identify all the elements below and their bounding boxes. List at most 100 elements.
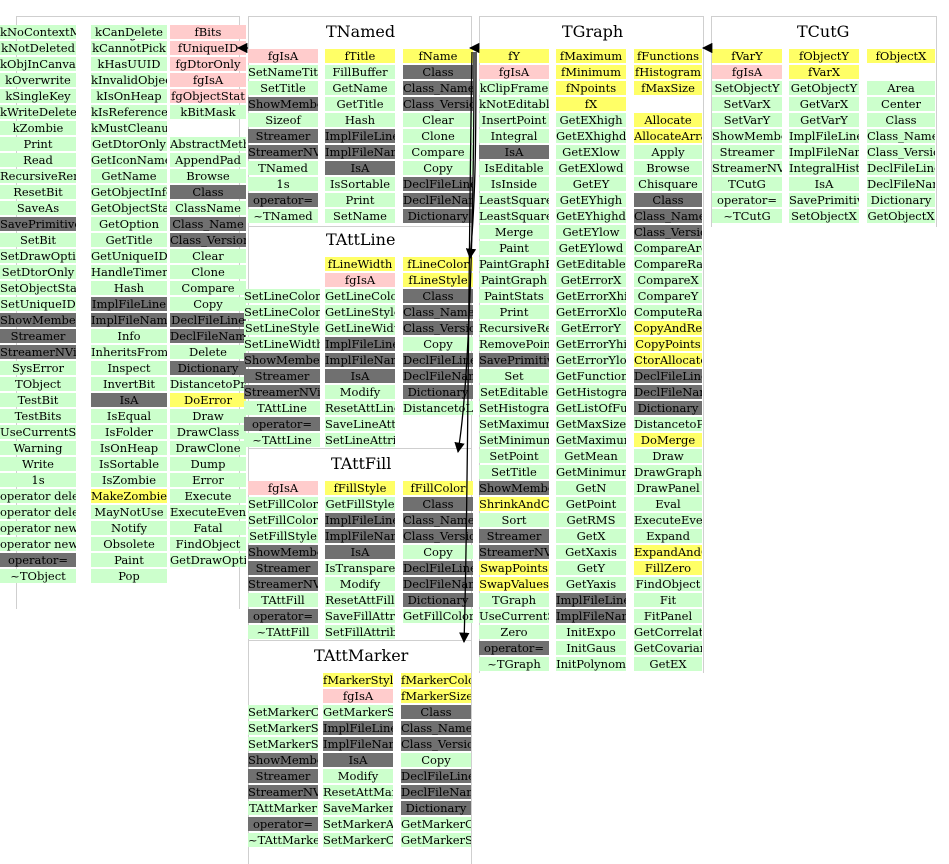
member-cell: Sort [479, 513, 549, 527]
member-cell: GetEYlow [556, 225, 626, 239]
member-cell: operator= [248, 609, 318, 623]
member-cell: Draw [170, 409, 246, 423]
member-cell: GetUniqueID [91, 249, 167, 263]
member-cell: Clone [170, 265, 246, 279]
member-cell: ResetAttFill [325, 593, 395, 607]
member-cell: Hash [91, 281, 167, 295]
member-cell: kSingleKey [0, 89, 76, 103]
member-cell: SavePrimitive [479, 353, 549, 367]
member-cell: Dictionary [634, 401, 702, 415]
member-cell: fMinimum [556, 65, 626, 79]
member-cell: Clear [170, 249, 246, 263]
member-cell: Streamer [479, 529, 549, 543]
member-cell: GetVarY [789, 113, 859, 127]
member-cell: InheritsFrom [91, 345, 167, 359]
member-cell: IsA [479, 145, 549, 159]
member-cell: Warning [0, 441, 76, 455]
member-cell: ImplFileName [91, 313, 167, 327]
member-cell: Hash [325, 113, 395, 127]
member-cell: GetEX [634, 657, 702, 671]
member-cell: SetMarkerColorAlpha [248, 705, 318, 719]
member-cell: ImplFileName [325, 353, 395, 367]
member-cell: SetFillColor [248, 497, 318, 511]
member-cell: ShowMembers [248, 753, 318, 767]
member-cell: Clone [403, 129, 473, 143]
member-cell: fgIsA [479, 65, 549, 79]
member-cell: ImplFileName [325, 529, 395, 543]
member-cell: Class_Version [403, 529, 473, 543]
member-cell: Compare [403, 145, 473, 159]
member-cell: DeclFileLine [403, 177, 473, 191]
member-cell: ImplFileLine [325, 513, 395, 527]
member-cell: IsEditable [479, 161, 549, 175]
member-cell: Dictionary [401, 801, 471, 815]
member-cell: IsOnHeap [91, 441, 167, 455]
member-cell: fVarX [789, 65, 859, 79]
member-cell: Delete [170, 345, 246, 359]
member-cell: GetDrawOption [170, 553, 246, 567]
member-cell: StreamerNVirtual [0, 345, 76, 359]
member-cell: FillBuffer [325, 65, 395, 79]
member-cell: GetPoint [556, 497, 626, 511]
member-cell: ImplFileLine [91, 297, 167, 311]
member-cell: TObject [0, 377, 76, 391]
class-title-tgraph: TGraph [562, 22, 624, 41]
member-cell: operator new[] [0, 537, 76, 551]
member-cell: GetLineWidth [325, 321, 395, 335]
member-cell: operator= [248, 193, 318, 207]
member-cell: CompareRadius [634, 257, 702, 271]
member-cell: GetEXhigh [556, 113, 626, 127]
member-cell: fgIsA [170, 73, 246, 87]
member-cell: Dictionary [867, 193, 935, 207]
member-cell: Print [325, 193, 395, 207]
member-cell: Dictionary [170, 361, 246, 375]
member-cell: Pop [91, 569, 167, 583]
member-cell: DistancetoLine [403, 401, 473, 415]
member-cell: Eval [634, 497, 702, 511]
class-box-tattmarker [248, 640, 472, 864]
member-cell: AppendPad [170, 153, 246, 167]
member-cell: LeastSquareFit [479, 193, 549, 207]
member-cell: GetXaxis [556, 545, 626, 559]
member-cell: InvertBit [91, 377, 167, 391]
member-cell: TestBits [0, 409, 76, 423]
member-cell: GetMean [556, 449, 626, 463]
member-cell: 1s [248, 177, 318, 191]
member-cell: IsA [325, 369, 395, 383]
member-cell: ~TGraph [479, 657, 549, 671]
member-cell: GetErrorXlow [556, 305, 626, 319]
member-cell: fLineWidth [325, 257, 395, 271]
member-cell: DrawGraph [634, 465, 702, 479]
member-cell: Class_Version [403, 97, 473, 111]
member-cell: ImplFileName [323, 737, 393, 751]
member-cell: Modify [325, 385, 395, 399]
member-cell: Apply [634, 145, 702, 159]
member-cell: fgDtorOnly [170, 57, 246, 71]
member-cell: IsSortable [325, 177, 395, 191]
member-cell: operator delete[] [0, 505, 76, 519]
member-cell: RecursiveRemove [479, 321, 549, 335]
member-cell: Allocate [634, 113, 702, 127]
member-cell: SwapPoints [479, 561, 549, 575]
member-cell: Fatal [170, 521, 246, 535]
member-cell: DoMerge [634, 433, 702, 447]
class-box-tcutg [711, 16, 937, 227]
member-cell: Obsolete [91, 537, 167, 551]
member-cell: DeclFileLine [867, 161, 935, 175]
member-cell: SetVarY [712, 113, 782, 127]
member-cell: IsZombie [91, 473, 167, 487]
member-cell: SetLineWidth [244, 337, 320, 351]
member-cell: StreamerNVirtual [248, 785, 318, 799]
member-cell: SetUniqueID [0, 297, 76, 311]
member-cell: SetFillColorAlpha [248, 513, 318, 527]
class-title-tnamed: TNamed [326, 22, 396, 41]
member-cell: ShowMembers [479, 481, 549, 495]
member-cell: RecursiveRemove [0, 169, 76, 183]
member-cell: kNotDeleted [0, 41, 76, 55]
member-cell: GetObjectInfo [91, 185, 167, 199]
member-cell: Print [479, 305, 549, 319]
member-cell: InsertPoint [479, 113, 549, 127]
member-cell: ComputeRange [634, 305, 702, 319]
member-cell: kWriteDelete [0, 105, 76, 119]
